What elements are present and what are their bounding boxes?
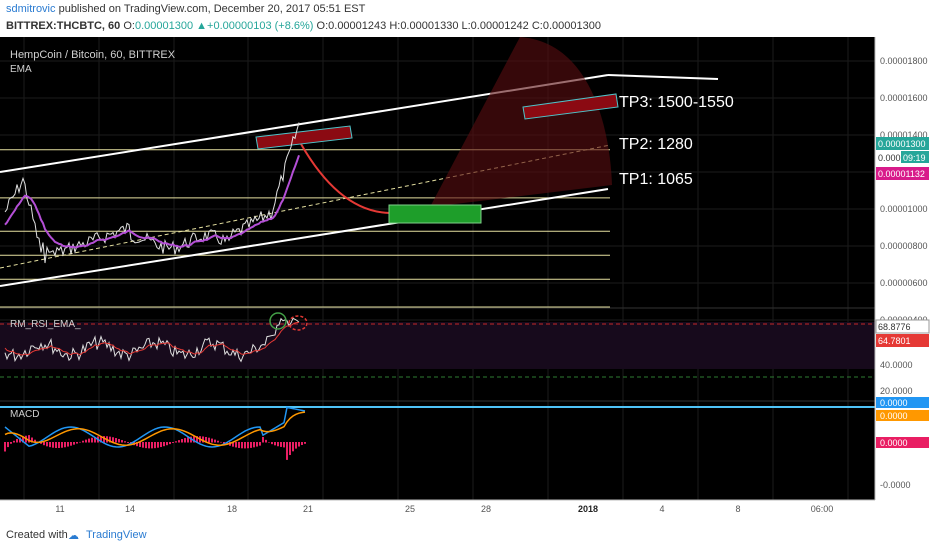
signal-series[interactable] <box>4 411 306 446</box>
time-tick-2: 18 <box>227 504 237 514</box>
time-tick-5: 28 <box>481 504 491 514</box>
main-pane[interactable]: HempCoin / Bitcoin, 60, BITTREX EMA TP3:… <box>0 37 875 500</box>
rsi-circle-green <box>269 312 287 330</box>
tradingview-brand-link[interactable]: TradingView <box>86 529 147 541</box>
macd-pane[interactable]: MACD <box>0 406 875 460</box>
price-tick-1: 0.00001600 <box>880 93 928 103</box>
publish-line: sdmitrovic published on TradingView.com,… <box>6 3 365 15</box>
fan-projection <box>430 37 612 207</box>
time-tick-1: 14 <box>125 504 135 514</box>
rsi-title: RM_RSI_EMA_ <box>10 319 81 330</box>
countdown-label: 09:19 <box>903 153 926 163</box>
price-tick-5: 0.00000800 <box>880 241 928 251</box>
o-label: O: <box>123 20 135 32</box>
macd-value-tag <box>876 397 929 408</box>
author-link[interactable]: sdmitrovic <box>6 3 56 15</box>
ohlc-values: O:0.00001243 H:0.00001330 L:0.00001242 C… <box>316 20 601 32</box>
hist-value-label: 0.0000 <box>880 438 908 448</box>
time-tick-9: 06:00 <box>811 504 834 514</box>
price-series[interactable] <box>4 122 300 264</box>
partial-price-label: 0.000 <box>878 153 901 163</box>
rsi-ema-value-label: 64.7801 <box>878 336 911 346</box>
rsi-tick-20: 20.0000 <box>880 386 913 396</box>
last-price-label: 0.00001300 <box>878 139 926 149</box>
time-axis[interactable]: 11 14 18 21 25 28 2018 4 8 06:00 <box>0 499 932 515</box>
rsi-ema-series[interactable] <box>4 322 299 356</box>
time-tick-7: 4 <box>659 504 664 514</box>
price-tick-2: 0.00001400 <box>880 130 928 140</box>
resistance-zone[interactable] <box>255 125 353 150</box>
rsi-value-label: 68.8776 <box>878 322 911 332</box>
time-tick-8: 8 <box>735 504 740 514</box>
rsi-tick-40: 40.0000 <box>880 360 913 370</box>
rsi-circle-red <box>288 315 308 331</box>
rsi-pane[interactable]: RM_RSI_EMA_ <box>0 312 875 378</box>
ema-series[interactable] <box>4 154 300 249</box>
legend-title: HempCoin / Bitcoin, 60, BITTREX <box>10 49 176 61</box>
rsi-ema-tag <box>876 334 929 347</box>
time-tick-3: 21 <box>303 504 313 514</box>
symbol-name: BITTREX:THCBTC, 60 <box>6 20 121 32</box>
target-zone-tp3[interactable] <box>522 93 619 120</box>
buy-zone[interactable] <box>388 204 482 224</box>
price-tick-4: 0.00001000 <box>880 204 928 214</box>
signal-value-label: 0.0000 <box>880 411 908 421</box>
hist-value-tag <box>876 437 929 448</box>
price-tick-0: 0.00001800 <box>880 56 928 66</box>
up-arrow-icon: ▲ <box>196 20 208 32</box>
symbol-line: BITTREX:THCBTC, 60 O:0.00001300 ▲+0.0000… <box>6 20 601 32</box>
created-with-text: Created with <box>6 529 68 541</box>
price-tick-6: 0.00000600 <box>880 278 928 288</box>
plot-background <box>0 37 875 500</box>
published-text: published on TradingView.com, December 2… <box>58 3 366 15</box>
macd-title: MACD <box>10 409 39 420</box>
macd-value-label: 0.0000 <box>880 398 908 408</box>
chart-header: sdmitrovic published on TradingView.com,… <box>0 0 932 37</box>
macd-tick: -0.0000 <box>880 480 911 490</box>
time-tick-0: 11 <box>55 504 64 514</box>
signal-value-tag <box>876 410 929 421</box>
rsi-band <box>0 322 875 369</box>
tradingview-logo-icon: ☁ <box>68 530 79 542</box>
target-label-tp2: TP2: 1280 <box>619 136 693 153</box>
time-tick-6: 2018 <box>578 504 598 514</box>
projection-arc <box>300 143 391 214</box>
footer: Created with ☁ TradingView <box>0 515 932 550</box>
o-value: 0.00001300 <box>134 20 194 32</box>
trading-chart[interactable]: HempCoin / Bitcoin, 60, BITTREX EMA TP3:… <box>0 37 932 515</box>
time-tick-4: 25 <box>405 504 415 514</box>
macd-series[interactable] <box>4 406 306 448</box>
ema-price-label: 0.00001132 <box>878 169 925 179</box>
target-label-tp3: TP3: 1500-1550 <box>619 94 734 111</box>
channel-upper-extension <box>607 74 719 80</box>
last-price-tag <box>876 137 929 150</box>
price-change: +0.00000103 (+8.6%) <box>207 20 314 32</box>
legend-indicator: EMA <box>10 64 32 75</box>
ema-price-tag <box>876 167 929 180</box>
target-label-tp1: TP1: 1065 <box>619 171 693 188</box>
channel-lower-line[interactable] <box>0 188 609 287</box>
countdown-tag <box>901 151 929 163</box>
price-axis[interactable]: 0.000018000.000016000.000014000.00001200… <box>874 37 932 500</box>
